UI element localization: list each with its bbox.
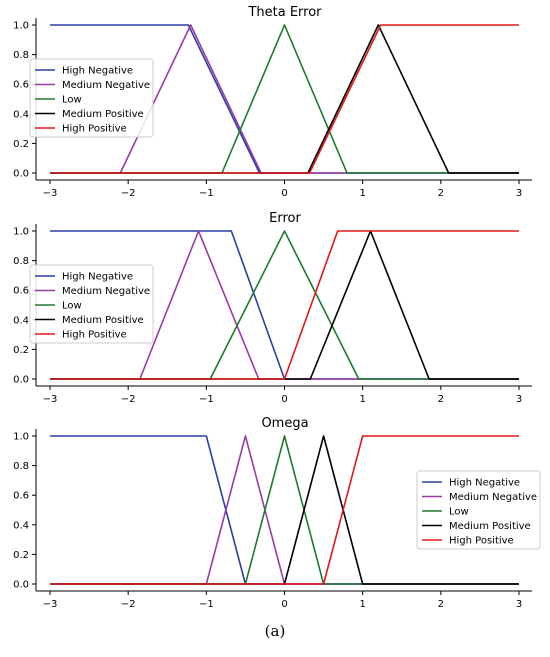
x-tick-label: −1: [199, 188, 214, 199]
x-tick-label: 3: [516, 394, 522, 405]
legend-label: High Negative: [62, 272, 133, 283]
x-tick-label: 0: [281, 188, 287, 199]
y-tick-label: 1.0: [13, 432, 29, 443]
legend-label: High Positive: [62, 330, 127, 341]
y-tick-label: 0.2: [13, 345, 29, 356]
y-tick-label: 0.6: [13, 491, 29, 502]
x-tick-label: −3: [43, 188, 58, 199]
y-tick-label: 0.4: [13, 109, 29, 120]
y-tick-label: 0.8: [13, 256, 29, 267]
legend-box: [29, 58, 154, 138]
x-tick-label: −3: [43, 394, 58, 405]
legend-box: [29, 264, 154, 344]
y-tick-label: 0.6: [13, 80, 29, 91]
x-tick-label: 2: [438, 599, 444, 610]
x-tick-label: −1: [199, 599, 214, 610]
x-tick-label: −1: [199, 394, 214, 405]
series-line-high-positive: [50, 435, 519, 585]
legend-label: Medium Negative: [449, 492, 537, 503]
series-line-high-positive: [50, 24, 519, 174]
y-tick-label: 0.0: [13, 580, 29, 591]
chart-panel-1: Theta Error 0.0 0.2 0.4 0.6 0.8 1.0 −3 −2 −1 0 1 2 3 H…: [13, 5, 532, 199]
legend-label: High Positive: [62, 124, 127, 135]
legend-label: Low: [62, 301, 82, 312]
legend-label: High Negative: [62, 66, 133, 77]
x-tick-label: 1: [359, 394, 365, 405]
y-tick-label: 0.2: [13, 139, 29, 150]
x-tick-label: 0: [281, 599, 287, 610]
x-tick-label: −2: [121, 188, 136, 199]
figure-caption: (a): [264, 622, 286, 640]
x-tick-label: 2: [438, 394, 444, 405]
x-tick-label: −3: [43, 599, 58, 610]
chart-title: Theta Error: [247, 5, 322, 20]
legend: High Negative Medium Negative Low Medium Po…: [29, 264, 154, 344]
y-tick-label: 0.4: [13, 520, 29, 531]
chart-panel-3: Omega 0.0 0.2 0.4 0.6 0.8 1.0 −3 −2 −1 0 1 2 3 High Ne…: [13, 416, 541, 610]
x-tick-label: 1: [359, 188, 365, 199]
y-tick-label: 1.0: [13, 227, 29, 238]
x-tick-label: 2: [438, 188, 444, 199]
x-tick-label: 1: [359, 599, 365, 610]
y-tick-label: 0.2: [13, 550, 29, 561]
y-tick-label: 1.0: [13, 21, 29, 32]
legend-label: Medium Negative: [62, 80, 150, 91]
x-tick-label: 0: [281, 394, 287, 405]
y-tick-label: 0.8: [13, 461, 29, 472]
y-tick-label: 0.8: [13, 50, 29, 61]
chart-title: Omega: [261, 416, 308, 431]
legend-label: High Negative: [449, 478, 520, 489]
x-tick-label: −2: [121, 599, 136, 610]
x-tick-label: 3: [516, 188, 522, 199]
series-line-high-positive: [50, 230, 519, 380]
legend-label: Medium Positive: [449, 521, 531, 532]
legend-label: High Positive: [449, 536, 514, 547]
legend-label: Medium Positive: [62, 109, 144, 120]
y-tick-label: 0.6: [13, 286, 29, 297]
legend-label: Medium Positive: [62, 315, 144, 326]
chart-title: Error: [269, 211, 301, 226]
legend-label: Low: [62, 95, 82, 106]
x-tick-label: 3: [516, 599, 522, 610]
y-tick-label: 0.4: [13, 315, 29, 326]
legend-label: Low: [449, 507, 469, 518]
chart-panel-2: Error 0.0 0.2 0.4 0.6 0.8 1.0 −3 −2 −1 0 1 2 3 High Ne…: [13, 211, 532, 405]
legend: High Negative Medium Negative Low Medium Po…: [416, 470, 541, 550]
x-tick-label: −2: [121, 394, 136, 405]
legend-label: Medium Negative: [62, 286, 150, 297]
y-tick-label: 0.0: [13, 375, 29, 386]
legend-box: [416, 470, 541, 550]
y-tick-label: 0.0: [13, 169, 29, 180]
legend: High Negative Medium Negative Low Medium Po…: [29, 58, 154, 138]
